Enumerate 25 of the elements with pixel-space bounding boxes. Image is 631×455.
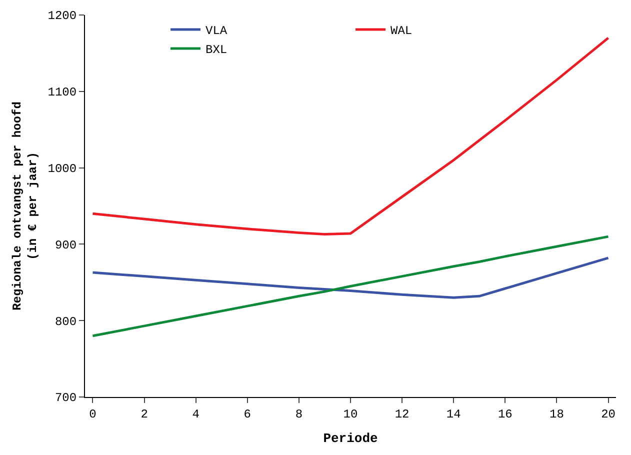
y-tick-label: 1000: [48, 162, 77, 176]
x-tick-label: 8: [295, 407, 303, 422]
y-tick-label: 700: [54, 391, 77, 406]
line-series: [91, 36, 610, 236]
x-tick-label: 14: [446, 407, 461, 422]
legend-label: VLA: [206, 24, 228, 38]
legend-label: WAL: [390, 24, 412, 38]
line-series: [91, 235, 610, 338]
y-axis-title: Regionale ontvangst per hoofd (in € per jaar): [10, 102, 40, 310]
x-tick-label: 18: [550, 407, 564, 422]
y-tick-label: 900: [54, 238, 77, 252]
line-series: [91, 256, 610, 299]
x-axis-title: Periode: [323, 431, 378, 446]
y-tick-label: 1100: [48, 86, 77, 100]
x-tick-label: 2: [140, 407, 148, 422]
x-tick-label: 6: [244, 407, 251, 422]
y-tick-label: 800: [54, 314, 77, 329]
x-tick-label: 16: [498, 407, 512, 422]
x-tick-label: 10: [343, 407, 358, 422]
x-tick-label: 20: [601, 407, 616, 422]
x-tick-label: 4: [192, 407, 200, 422]
legend-label: BXL: [206, 43, 228, 58]
y-tick-label: 1200: [48, 9, 77, 24]
x-tick-label: 12: [394, 407, 410, 422]
x-tick-label: 0: [89, 407, 96, 422]
